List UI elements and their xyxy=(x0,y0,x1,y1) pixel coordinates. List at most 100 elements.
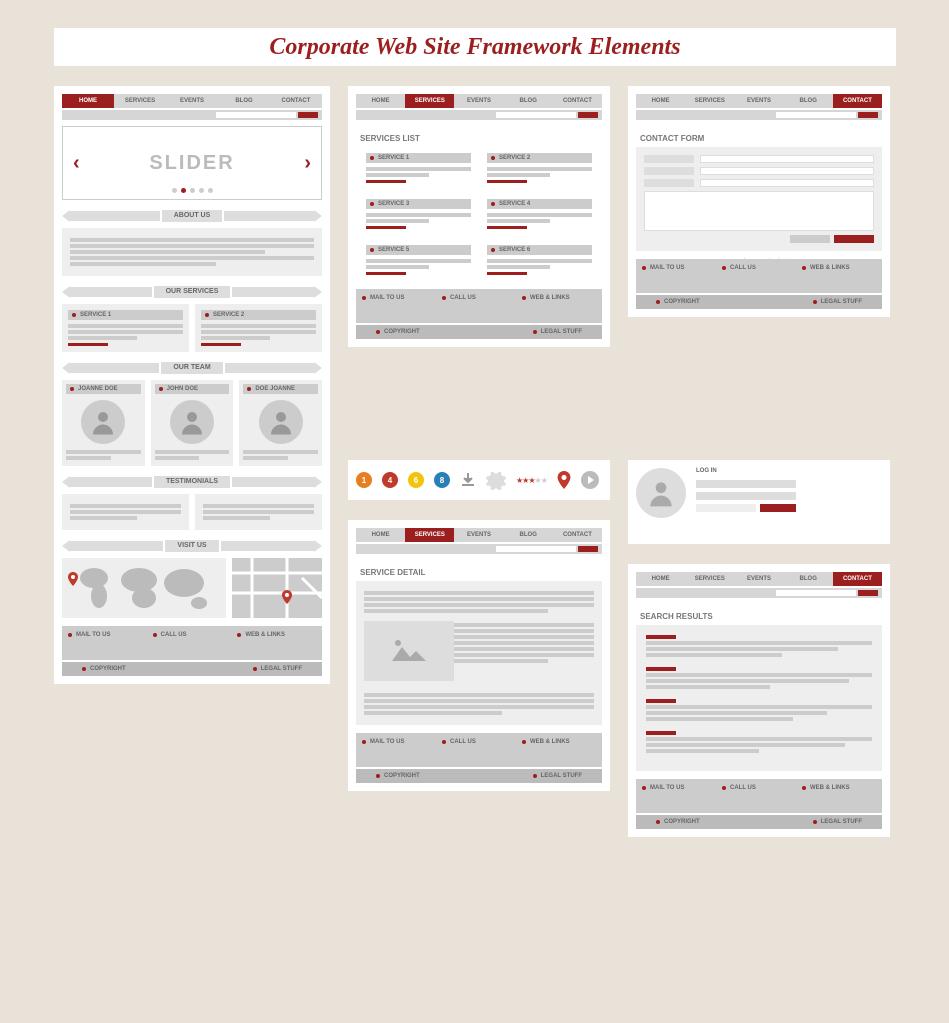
footer-bar: COPYRIGHT LEGAL STUFF xyxy=(62,662,322,676)
submit-button[interactable] xyxy=(834,235,874,243)
avatar xyxy=(81,400,125,444)
search-input[interactable] xyxy=(216,112,296,118)
image-placeholder xyxy=(364,621,454,681)
nav-blog[interactable]: BLOG xyxy=(218,94,270,108)
section-team: OUR TEAM xyxy=(62,362,322,374)
testimonial xyxy=(195,494,322,530)
team-card: DOE JOANNE xyxy=(239,380,322,466)
icons-strip: 1 4 6 8 ★★★★★ xyxy=(348,460,610,500)
mockup-services: HOME SERVICES EVENTS BLOG CONTACT SERVIC… xyxy=(348,86,610,347)
search-input[interactable] xyxy=(496,112,576,118)
search-input[interactable] xyxy=(776,112,856,118)
nav-events[interactable]: EVENTS xyxy=(166,94,218,108)
username-input[interactable] xyxy=(696,480,796,488)
search-result[interactable] xyxy=(640,667,878,689)
text-input[interactable] xyxy=(700,179,874,187)
page-heading: SERVICES LIST xyxy=(356,126,602,147)
text-input[interactable] xyxy=(700,167,874,175)
textarea[interactable] xyxy=(644,191,874,231)
mockup-home: HOME SERVICES EVENTS BLOG CONTACT ‹ SLID… xyxy=(54,86,330,684)
footer-columns: MAIL TO US CALL US WEB & LINKS xyxy=(62,626,322,660)
search-button[interactable] xyxy=(858,590,878,596)
service-item[interactable]: SERVICE 2 xyxy=(481,147,598,189)
search-bar xyxy=(62,110,322,120)
slider-label: SLIDER xyxy=(149,152,234,175)
search-result[interactable] xyxy=(640,731,878,753)
service-item[interactable]: SERVICE 1 xyxy=(360,147,477,189)
article-body xyxy=(356,581,602,725)
search-result[interactable] xyxy=(640,635,878,657)
nav-contact[interactable]: CONTACT xyxy=(553,94,602,108)
login-button[interactable] xyxy=(760,504,796,512)
slider-prev-icon[interactable]: ‹ xyxy=(73,152,80,175)
service-card[interactable]: SERVICE 1 xyxy=(62,304,189,352)
nav-contact[interactable]: CONTACT xyxy=(833,94,882,108)
watermark: depositphotos xyxy=(740,257,802,268)
search-input[interactable] xyxy=(496,546,576,552)
avatar xyxy=(170,400,214,444)
search-button[interactable] xyxy=(858,112,878,118)
download-icon xyxy=(460,472,476,488)
avatar xyxy=(259,400,303,444)
stars-icon: ★★★★★ xyxy=(516,476,547,485)
nav-services[interactable]: SERVICES xyxy=(405,94,454,108)
service-item[interactable]: SERVICE 6 xyxy=(481,239,598,281)
password-input[interactable] xyxy=(696,492,796,500)
dot[interactable] xyxy=(181,188,186,193)
search-button[interactable] xyxy=(578,112,598,118)
search-button[interactable] xyxy=(298,112,318,118)
number-badge: 1 xyxy=(356,472,372,488)
map-pin-icon xyxy=(282,590,292,604)
service-card[interactable]: SERVICE 2 xyxy=(195,304,322,352)
slider-next-icon[interactable]: › xyxy=(304,152,311,175)
nav: HOME SERVICES EVENTS BLOG CONTACT xyxy=(62,94,322,108)
search-input[interactable] xyxy=(776,590,856,596)
page-title: Corporate Web Site Framework Elements xyxy=(269,34,680,61)
nav-home[interactable]: HOME xyxy=(356,94,405,108)
world-map xyxy=(62,558,226,618)
testimonial xyxy=(62,494,189,530)
field-label xyxy=(644,167,694,175)
nav-contact[interactable]: CONTACT xyxy=(270,94,322,108)
field-label xyxy=(644,179,694,187)
dot[interactable] xyxy=(208,188,213,193)
section-visit: VISIT US xyxy=(62,540,322,552)
field-label xyxy=(644,155,694,163)
nav-blog[interactable]: BLOG xyxy=(504,94,553,108)
nav-blog[interactable]: BLOG xyxy=(784,94,833,108)
mockup-detail: HOME SERVICES EVENTS BLOG CONTACT SERVIC… xyxy=(348,520,610,791)
avatar xyxy=(636,468,686,518)
search-result[interactable] xyxy=(640,699,878,721)
cancel-button[interactable] xyxy=(790,235,830,243)
number-badge: 4 xyxy=(382,472,398,488)
section-about: ABOUT US xyxy=(62,210,322,222)
service-item[interactable]: SERVICE 5 xyxy=(360,239,477,281)
dot[interactable] xyxy=(199,188,204,193)
section-services: OUR SERVICES xyxy=(62,286,322,298)
contact-form xyxy=(636,147,882,251)
section-testimonials: TESTIMONIALS xyxy=(62,476,322,488)
nav-home[interactable]: HOME xyxy=(636,94,685,108)
service-item[interactable]: SERVICE 3 xyxy=(360,193,477,235)
nav-services[interactable]: SERVICES xyxy=(685,94,734,108)
page-heading: SERVICE DETAIL xyxy=(356,560,602,581)
slider: ‹ SLIDER › xyxy=(62,126,322,200)
text-input[interactable] xyxy=(700,155,874,163)
title-banner: Corporate Web Site Framework Elements xyxy=(54,28,896,66)
map-pin-icon xyxy=(68,572,78,586)
number-badge: 6 xyxy=(408,472,424,488)
mockup-contact: HOME SERVICES EVENTS BLOG CONTACT CONTAC… xyxy=(628,86,890,317)
service-item[interactable]: SERVICE 4 xyxy=(481,193,598,235)
nav-home[interactable]: HOME xyxy=(62,94,114,108)
dot[interactable] xyxy=(172,188,177,193)
login-box: LOG IN xyxy=(628,460,890,544)
nav-services[interactable]: SERVICES xyxy=(114,94,166,108)
nav-events[interactable]: EVENTS xyxy=(734,94,783,108)
pin-icon xyxy=(557,471,571,489)
mockup-search: HOME SERVICES EVENTS BLOG CONTACT SEARCH… xyxy=(628,564,890,837)
nav-events[interactable]: EVENTS xyxy=(454,94,503,108)
play-icon[interactable] xyxy=(581,471,599,489)
dot[interactable] xyxy=(190,188,195,193)
slider-dots xyxy=(172,188,213,193)
search-button[interactable] xyxy=(578,546,598,552)
